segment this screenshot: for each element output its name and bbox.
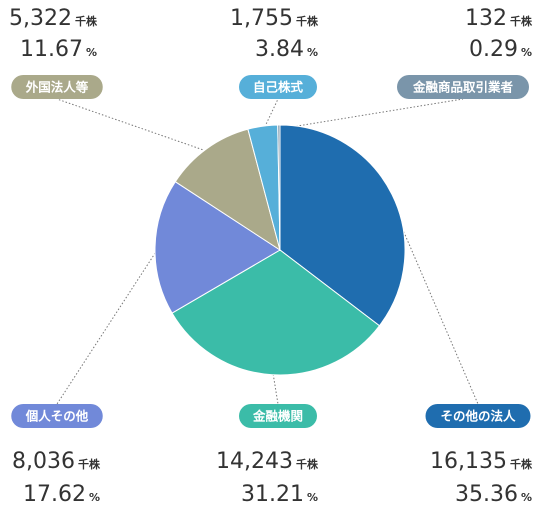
category-label: その他の法人 <box>440 409 516 424</box>
percent-unit: % <box>89 491 100 504</box>
leader-line <box>387 196 479 405</box>
category-badge <box>239 75 317 99</box>
count-unit: 千株 <box>510 457 533 471</box>
count-text: 14,243 千株 <box>216 449 319 474</box>
leader-line <box>272 370 279 405</box>
count-text: 132 千株 <box>465 6 533 31</box>
count-text: 8,036 千株 <box>12 449 101 474</box>
category-badge <box>11 404 103 428</box>
category-badge <box>397 75 529 99</box>
percent-value: 35.36 <box>455 482 518 507</box>
category-label: 金融商品取引業者 <box>412 80 514 95</box>
count-value: 16,135 <box>430 449 507 474</box>
count-value: 5,322 <box>9 6 72 31</box>
count-unit: 千株 <box>78 457 101 471</box>
percent-unit: % <box>307 46 318 59</box>
count-value: 132 <box>465 6 507 31</box>
count-text: 1,755 千株 <box>230 6 319 31</box>
percent-unit: % <box>521 46 532 59</box>
percent-value: 3.84 <box>255 37 304 62</box>
count-unit: 千株 <box>75 14 98 28</box>
percent-value: 11.67 <box>20 37 83 62</box>
pie-slice <box>174 128 281 252</box>
pie-slice <box>154 181 281 314</box>
pie-slice <box>279 124 406 327</box>
category-label: 外国法人等 <box>25 80 89 95</box>
count-value: 1,755 <box>230 6 293 31</box>
percent-unit: % <box>307 491 318 504</box>
leader-line <box>56 98 210 153</box>
percent-text: 11.67% <box>20 37 97 62</box>
leader-line <box>262 98 279 131</box>
percent-value: 17.62 <box>23 482 86 507</box>
leader-line <box>278 98 464 130</box>
pie-slice <box>171 249 381 376</box>
leaders <box>56 98 479 405</box>
percent-text: 35.36% <box>455 482 532 507</box>
count-unit: 千株 <box>296 457 319 471</box>
count-value: 14,243 <box>216 449 293 474</box>
leader-line <box>56 246 160 405</box>
count-text: 16,135 千株 <box>430 449 533 474</box>
percent-value: 0.29 <box>469 37 518 62</box>
count-text: 5,322 千株 <box>9 6 98 31</box>
percent-unit: % <box>521 491 532 504</box>
percent-text: 17.62% <box>23 482 100 507</box>
category-badge <box>239 404 317 428</box>
percent-unit: % <box>86 46 97 59</box>
count-unit: 千株 <box>510 14 533 28</box>
count-value: 8,036 <box>12 449 75 474</box>
pie-slice <box>277 124 281 251</box>
count-unit: 千株 <box>296 14 319 28</box>
percent-value: 31.21 <box>241 482 304 507</box>
category-badge <box>11 75 103 99</box>
category-label: 個人その他 <box>25 409 89 424</box>
category-badge <box>425 404 531 428</box>
category-label: 金融機関 <box>252 409 303 424</box>
percent-text: 31.21% <box>241 482 318 507</box>
percent-text: 3.84% <box>255 37 318 62</box>
category-label: 自己株式 <box>253 80 304 95</box>
percent-text: 0.29% <box>469 37 532 62</box>
